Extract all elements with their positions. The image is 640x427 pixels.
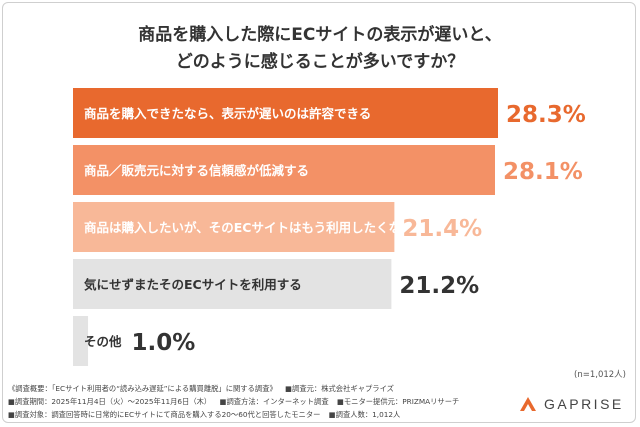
bar-value-1: 28.1% (503, 159, 583, 185)
bar-label-1: 商品／販売元に対する信頼感が低減する (84, 163, 309, 178)
survey-method: ■調査方法：インターネット調査 (219, 397, 329, 406)
bar-label-0: 商品を購入できたなら、表示が遅いのは許容できる (84, 106, 371, 121)
gaprise-logo: GAPRISE (518, 393, 624, 415)
bar-2 (73, 202, 395, 252)
footer-row-1: 《調査概要：「ECサイト利用者の“読み込み遅延”による購買離脱」に関する調査》 … (8, 382, 508, 395)
bar-4 (73, 316, 89, 366)
respondent-count: ■調査人数：1,012人 (328, 410, 401, 419)
survey-period: ■調査期間：2025年11月4日（火）〜2025年11月6日（木） (8, 397, 212, 406)
survey-target: ■調査対象：調査回答時に日常的にECサイトにて商品を購入する20〜60代と回答し… (8, 410, 321, 419)
bar-value-2: 21.4% (402, 216, 482, 242)
sample-size-note: (n=1,012人) (574, 370, 626, 380)
bar-value-0: 28.3% (506, 102, 586, 128)
footer-row-2: ■調査期間：2025年11月4日（火）〜2025年11月6日（木） ■調査方法：… (8, 395, 508, 408)
survey-footer: 《調査概要：「ECサイト利用者の“読み込み遅延”による購買離脱」に関する調査》 … (8, 382, 508, 421)
chart-frame (2, 2, 636, 423)
gaprise-logo-mark-icon (520, 397, 536, 411)
chart-title-line2: どのように感じることが多いですか？ (175, 52, 465, 72)
bar-value-4: 1.0% (132, 330, 196, 356)
bar-label-3: 気にせずまたそのECサイトを利用する (84, 277, 302, 292)
bar-label-2: 商品は購入したいが、そのECサイトはもう利用したくない (84, 220, 414, 235)
bar-label-4: その他 (84, 334, 122, 349)
survey-overview: 《調査概要：「ECサイト利用者の“読み込み遅延”による購買離脱」に関する調査》 (8, 384, 277, 393)
bar-3 (73, 259, 392, 309)
footer-row-3: ■調査対象：調査回答時に日常的にECサイトにて商品を購入する20〜60代と回答し… (8, 408, 508, 421)
bar-value-3: 21.2% (399, 273, 479, 299)
monitor-provider: ■モニター提供元：PRIZMAリサーチ (336, 397, 460, 406)
bar-0 (73, 88, 498, 138)
surveyor: ■調査元：株式会社ギャプライズ (285, 384, 394, 393)
gaprise-logo-text: GAPRISE (544, 396, 624, 412)
bar-1 (73, 145, 495, 195)
chart-title-line1: 商品を購入した際にECサイトの表示が遅いと、 (138, 25, 502, 45)
